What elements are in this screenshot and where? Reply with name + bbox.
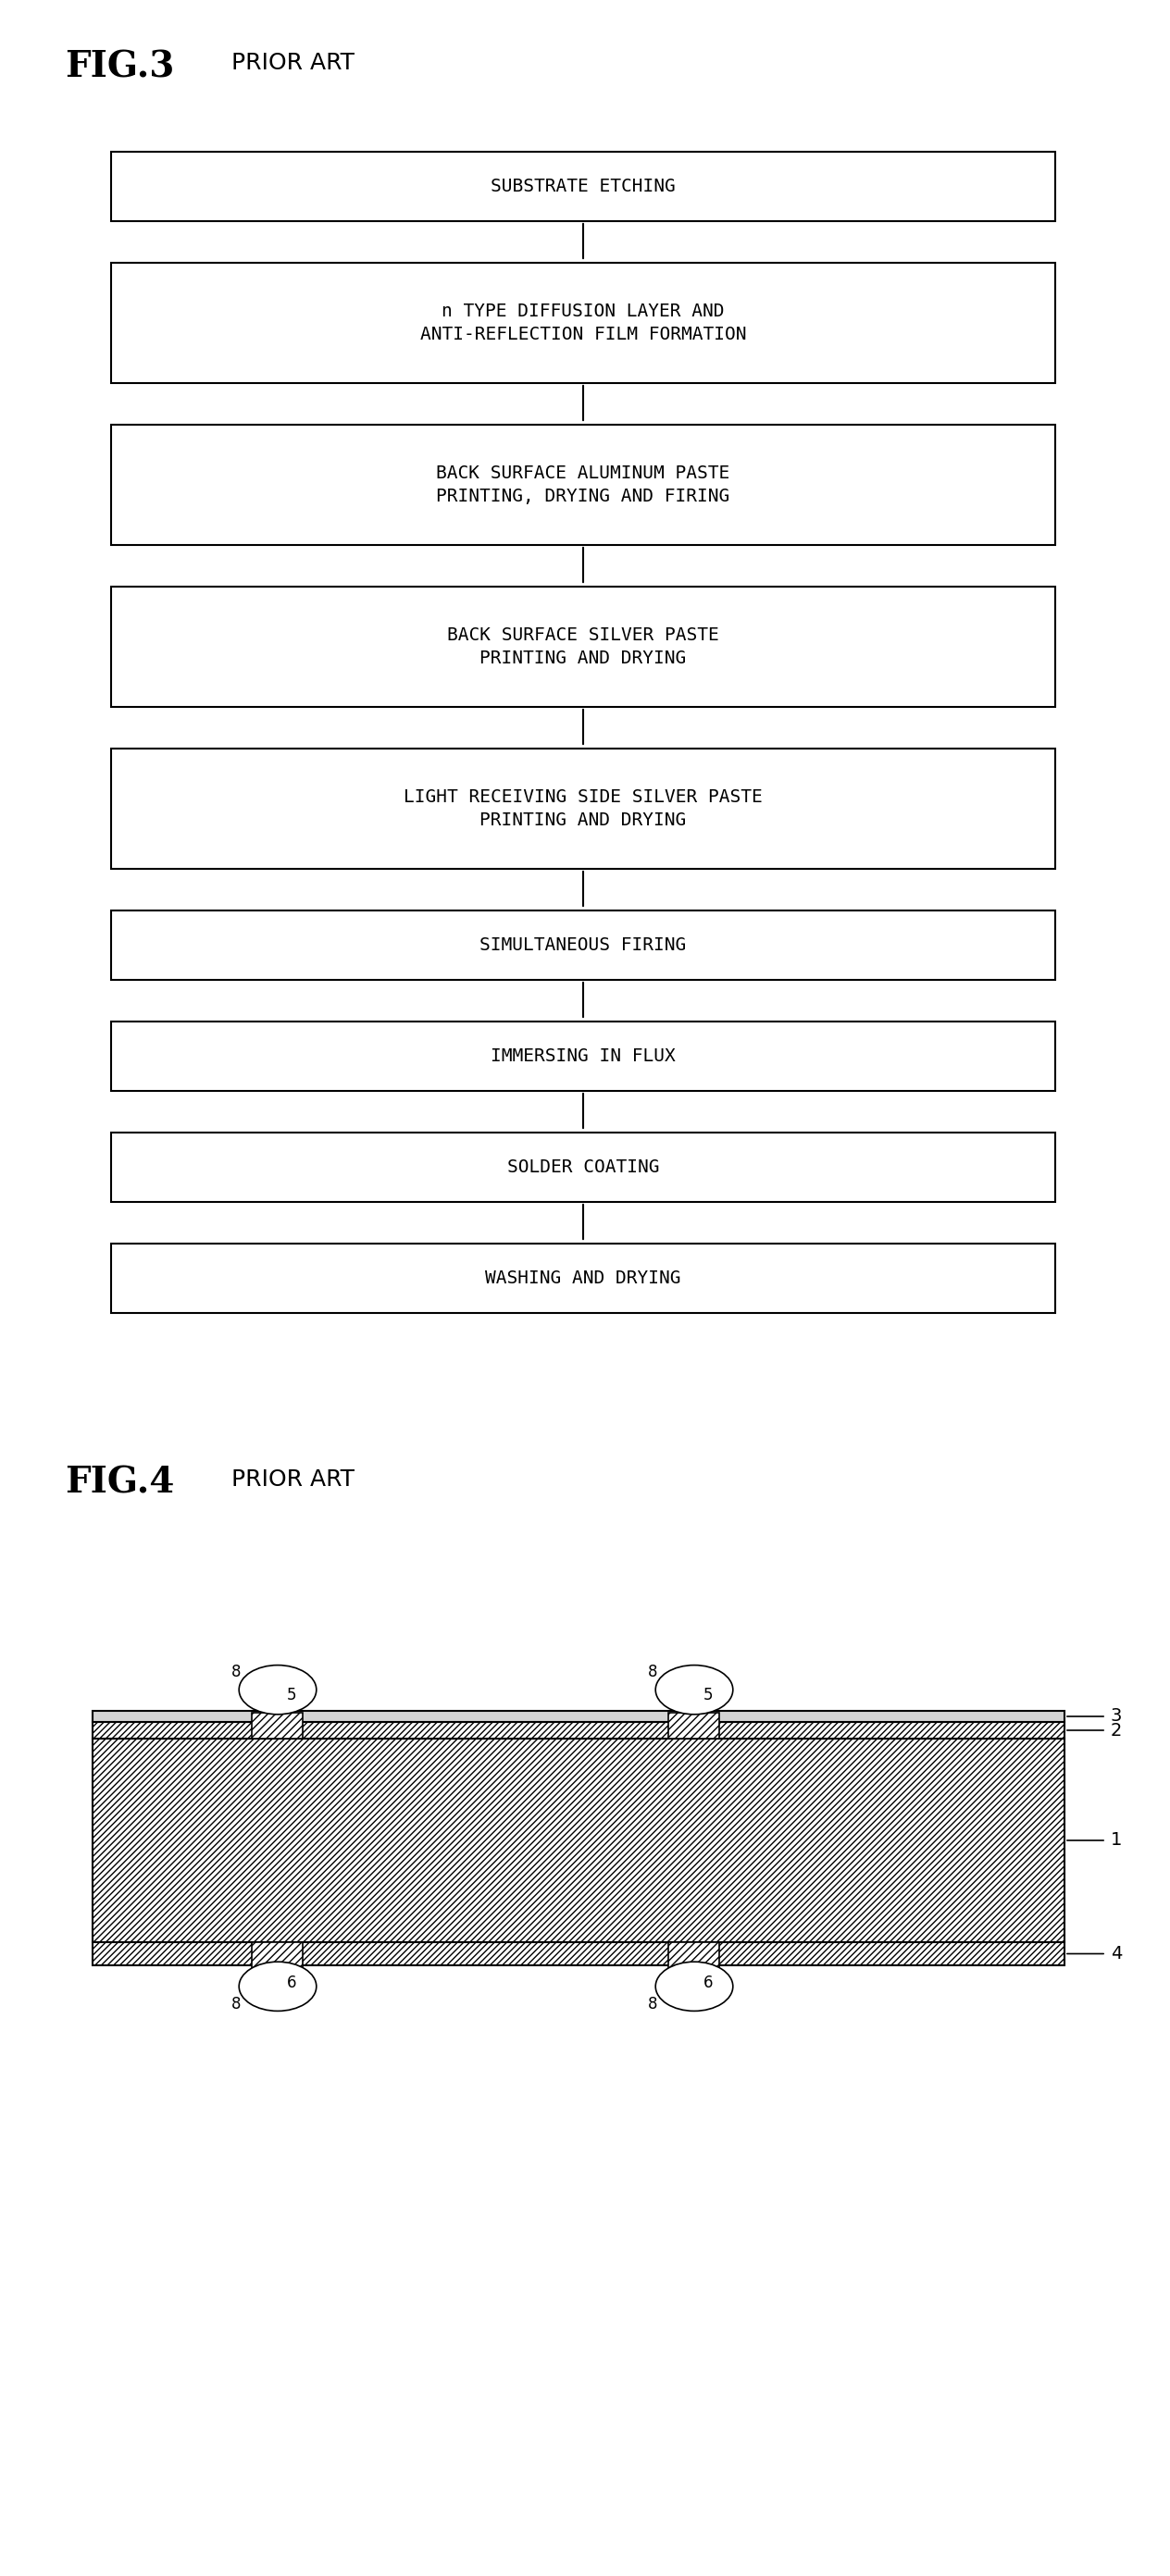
- Text: BACK SURFACE SILVER PASTE
PRINTING AND DRYING: BACK SURFACE SILVER PASTE PRINTING AND D…: [447, 626, 720, 667]
- FancyBboxPatch shape: [111, 587, 1055, 706]
- Ellipse shape: [239, 1963, 316, 2012]
- Text: PRIOR ART: PRIOR ART: [232, 52, 355, 75]
- Text: 1: 1: [1110, 1832, 1122, 1850]
- Text: 8: 8: [648, 1996, 658, 2012]
- Text: IMMERSING IN FLUX: IMMERSING IN FLUX: [490, 1048, 675, 1064]
- Bar: [92, 1721, 1065, 1739]
- FancyBboxPatch shape: [111, 1023, 1055, 1090]
- Ellipse shape: [239, 1664, 316, 1716]
- FancyBboxPatch shape: [111, 1244, 1055, 1314]
- Bar: [92, 1710, 1065, 1721]
- Text: 6: 6: [287, 1976, 296, 1991]
- Text: SOLDER COATING: SOLDER COATING: [507, 1159, 659, 1177]
- Text: SIMULTANEOUS FIRING: SIMULTANEOUS FIRING: [480, 938, 687, 953]
- FancyBboxPatch shape: [111, 152, 1055, 222]
- Text: 4: 4: [1110, 1945, 1122, 1963]
- Ellipse shape: [655, 1963, 732, 2012]
- FancyBboxPatch shape: [111, 425, 1055, 546]
- Text: 8: 8: [232, 1996, 241, 2012]
- Text: 5: 5: [287, 1687, 296, 1703]
- Text: PRIOR ART: PRIOR ART: [232, 1468, 355, 1492]
- Text: SUBSTRATE ETCHING: SUBSTRATE ETCHING: [490, 178, 675, 196]
- Text: 2: 2: [1110, 1721, 1122, 1739]
- Bar: [669, 1942, 720, 1971]
- Text: FIG.3: FIG.3: [64, 49, 174, 85]
- Text: WASHING AND DRYING: WASHING AND DRYING: [486, 1270, 681, 1288]
- Text: LIGHT RECEIVING SIDE SILVER PASTE
PRINTING AND DRYING: LIGHT RECEIVING SIDE SILVER PASTE PRINTI…: [404, 788, 763, 829]
- Text: 8: 8: [648, 1664, 658, 1680]
- FancyBboxPatch shape: [111, 1133, 1055, 1203]
- Bar: [253, 1942, 303, 1971]
- Text: FIG.4: FIG.4: [64, 1466, 174, 1502]
- Bar: [92, 1942, 1065, 1965]
- FancyBboxPatch shape: [111, 750, 1055, 868]
- Text: BACK SURFACE ALUMINUM PASTE
PRINTING, DRYING AND FIRING: BACK SURFACE ALUMINUM PASTE PRINTING, DR…: [436, 464, 730, 505]
- FancyBboxPatch shape: [111, 263, 1055, 384]
- FancyBboxPatch shape: [111, 909, 1055, 979]
- Bar: [253, 1713, 303, 1739]
- Text: 3: 3: [1110, 1708, 1122, 1726]
- Text: 6: 6: [703, 1976, 713, 1991]
- Text: 5: 5: [703, 1687, 713, 1703]
- Bar: [92, 1739, 1065, 1942]
- Text: n TYPE DIFFUSION LAYER AND
ANTI-REFLECTION FILM FORMATION: n TYPE DIFFUSION LAYER AND ANTI-REFLECTI…: [420, 301, 746, 343]
- Ellipse shape: [655, 1664, 732, 1716]
- Text: 8: 8: [232, 1664, 241, 1680]
- Bar: [669, 1713, 720, 1739]
